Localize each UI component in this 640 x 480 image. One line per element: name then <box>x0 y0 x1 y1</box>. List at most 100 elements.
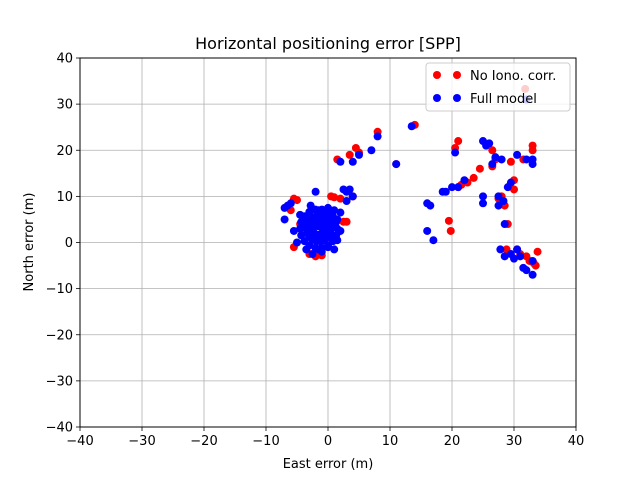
data-point <box>293 196 301 205</box>
data-point <box>332 218 341 227</box>
data-point <box>444 216 453 225</box>
data-point <box>328 237 337 246</box>
x-axis-label: East error (m) <box>283 457 374 472</box>
legend-label-full-model: Full model <box>470 92 537 107</box>
data-point <box>499 196 508 205</box>
legend-marker-full-model-2 <box>453 94 461 102</box>
data-point <box>330 193 339 202</box>
data-point <box>311 205 320 214</box>
data-point <box>497 155 506 164</box>
data-point <box>348 157 357 166</box>
y-tick-label: 0 <box>65 236 73 251</box>
data-point <box>533 247 542 256</box>
data-point <box>496 245 505 254</box>
data-point <box>448 183 456 192</box>
data-point <box>367 146 376 155</box>
x-tick-label: −20 <box>190 434 217 449</box>
data-point <box>373 132 382 141</box>
data-points <box>280 84 542 279</box>
data-point <box>286 199 295 208</box>
y-tick-label: 20 <box>56 144 73 159</box>
data-point <box>469 173 478 182</box>
chart-title: Horizontal positioning error [SPP] <box>195 34 461 53</box>
data-point <box>297 218 306 227</box>
data-point <box>513 150 522 159</box>
data-point <box>280 215 289 224</box>
data-point <box>479 199 487 208</box>
data-point <box>333 224 342 233</box>
data-point <box>454 137 463 146</box>
data-point <box>485 139 494 148</box>
data-point <box>332 231 341 240</box>
y-tick-label: −40 <box>46 421 73 436</box>
data-point <box>342 196 351 205</box>
data-point <box>423 226 432 235</box>
data-point <box>491 153 500 162</box>
x-tick-label: 10 <box>382 434 399 449</box>
data-point <box>506 157 515 166</box>
data-point <box>355 150 363 159</box>
legend-marker-no-iono-1 <box>433 71 441 79</box>
data-point <box>516 252 525 261</box>
data-point <box>522 266 531 275</box>
data-point <box>345 150 354 159</box>
x-tick-label: 0 <box>324 434 332 449</box>
data-point <box>297 231 306 240</box>
x-tick-label: 20 <box>444 434 461 449</box>
legend-box <box>425 62 571 112</box>
data-point <box>522 155 531 164</box>
data-point <box>330 245 339 254</box>
data-point <box>426 201 435 210</box>
data-point <box>296 224 305 233</box>
data-point <box>500 220 509 229</box>
y-tick-label: −10 <box>46 282 73 297</box>
data-point <box>348 192 357 201</box>
axis-ticks: −40 −30 −20 −10 0 10 20 30 40 −40 −30 −20 −10 0 10 20 30… <box>46 52 585 450</box>
y-tick-label: −20 <box>46 328 73 343</box>
data-point <box>528 160 537 169</box>
data-point <box>441 187 450 196</box>
data-point <box>528 146 537 155</box>
x-tick-label: −40 <box>66 434 93 449</box>
data-point <box>317 205 326 214</box>
data-point <box>460 176 469 185</box>
y-tick-label: 30 <box>56 98 73 113</box>
data-point <box>506 178 515 187</box>
data-point <box>475 164 484 173</box>
legend-marker-full-model-1 <box>433 94 441 102</box>
y-axis-label: North error (m) <box>22 193 37 292</box>
data-point <box>330 206 339 215</box>
data-point <box>305 241 314 250</box>
x-tick-label: −10 <box>252 434 279 449</box>
data-point <box>324 207 332 216</box>
y-tick-label: −30 <box>46 374 73 389</box>
data-point <box>454 183 463 192</box>
data-point <box>528 256 537 265</box>
data-point <box>345 185 354 194</box>
data-point <box>308 250 317 259</box>
data-point <box>451 148 460 157</box>
y-tick-label: 40 <box>56 52 73 67</box>
data-point <box>528 270 537 279</box>
data-point <box>429 236 438 245</box>
legend-label-no-iono: No Iono. corr. <box>470 69 556 84</box>
data-point <box>317 243 326 252</box>
data-point <box>289 226 298 235</box>
legend-marker-no-iono-2 <box>453 71 461 79</box>
data-point <box>392 160 401 169</box>
x-tick-label: −30 <box>128 434 155 449</box>
x-tick-label: 40 <box>568 434 585 449</box>
x-tick-label: 30 <box>506 434 523 449</box>
data-point <box>479 192 487 201</box>
data-point <box>446 226 455 235</box>
data-point <box>311 243 320 252</box>
data-point <box>336 157 345 166</box>
legend: No Iono. corr. Full model <box>425 62 571 112</box>
data-point <box>407 122 416 131</box>
data-point <box>510 254 518 263</box>
data-point <box>293 238 301 247</box>
y-tick-label: 10 <box>56 190 73 205</box>
data-point <box>311 187 320 196</box>
data-point <box>510 185 518 194</box>
